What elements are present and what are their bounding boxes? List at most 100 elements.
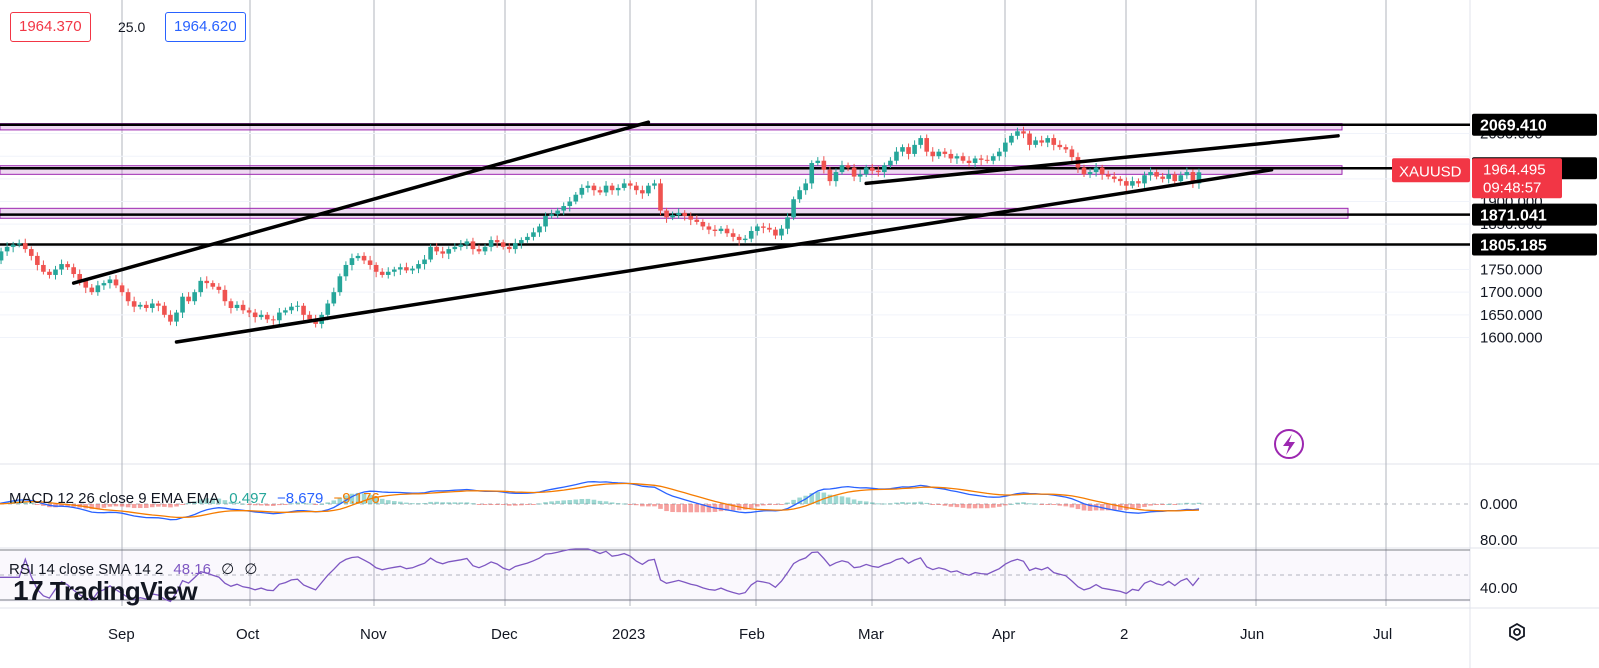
candle-body-150 (900, 147, 905, 152)
candle-body-57 (337, 276, 343, 293)
candle-body-159 (954, 156, 960, 159)
candle-body-12 (65, 264, 70, 268)
settings-icon-hex (1509, 622, 1525, 642)
macd-hist-bar-193 (1160, 504, 1165, 505)
macd-hist-bar-12 (65, 504, 70, 507)
macd-hist-bar-138 (827, 494, 833, 504)
candle-body-92 (549, 214, 554, 217)
macd-hist-bar-87 (519, 504, 524, 506)
candle-body-36 (210, 283, 216, 287)
candle-body-137 (821, 160, 827, 170)
candle-body-70 (416, 264, 421, 269)
macd-hist-bar-112 (670, 504, 675, 513)
macd-hist-bar-16 (89, 504, 95, 510)
x-tick-label-7: Apr (992, 626, 1015, 643)
macd-hist-bar-140 (839, 496, 845, 504)
candle-body-30 (174, 312, 179, 322)
macd-hist-bar-191 (1148, 504, 1153, 506)
macd-hist-bar-11 (59, 504, 64, 507)
macd-hist-bar-143 (857, 500, 863, 504)
macd-hist-bar-153 (918, 501, 923, 504)
macd-hist-bar-44 (258, 504, 264, 506)
tradingview-logo-mark: 17 (13, 575, 44, 606)
macd-hist-bar-159 (954, 504, 960, 508)
macd-hist-bar-176 (1057, 504, 1063, 506)
macd-hist-bar-5 (22, 501, 28, 504)
candle-body-165 (990, 156, 996, 161)
candle-body-45 (264, 314, 270, 320)
countdown-value: 09:48:57 (1483, 179, 1541, 196)
macd-hist-bar-108 (646, 504, 651, 507)
macd-hist-bar-66 (392, 501, 397, 504)
macd-hist-bar-94 (561, 500, 566, 504)
macd-hist-bar-60 (355, 492, 361, 504)
candle-body-109 (652, 183, 657, 186)
macd-hist-bar-185 (1111, 504, 1117, 511)
macd-hist-bar-157 (942, 504, 948, 506)
macd-hist-bar-39 (228, 501, 234, 504)
macd-hist-bar-31 (180, 504, 185, 505)
candle-body-59 (349, 258, 355, 265)
candle-body-58 (343, 264, 349, 277)
candles-group (0, 126, 1202, 329)
macd-signal-value: −9.176 (333, 490, 380, 507)
candle-body-84 (500, 242, 506, 247)
macd-hist-bar-45 (264, 504, 270, 506)
candle-body-182 (1093, 167, 1099, 173)
macd-hist-bar-24 (137, 504, 143, 509)
candle-body-184 (1105, 174, 1111, 177)
candle-body-16 (89, 287, 95, 293)
macd-hist-bar-152 (912, 502, 917, 504)
macd-hist-bar-77 (458, 502, 464, 504)
macd-line-value: −8.679 (276, 490, 324, 507)
bid-price-box[interactable]: 1964.370 (10, 12, 91, 42)
macd-hist-bar-106 (634, 504, 639, 506)
candle-body-133 (797, 190, 802, 200)
ask-price-box[interactable]: 1964.620 (165, 12, 246, 42)
candle-body-15 (83, 280, 89, 288)
macd-hist-bar-20 (113, 504, 119, 507)
candle-body-128 (767, 227, 772, 230)
macd-hist-bar-173 (1039, 504, 1044, 505)
candle-body-142 (851, 167, 857, 177)
candle-body-86 (513, 243, 518, 250)
candle-body-192 (1154, 172, 1159, 177)
macd-hist-bar-48 (283, 504, 288, 505)
candle-body-42 (246, 310, 252, 313)
macd-hist-bar-149 (894, 502, 899, 504)
macd-hist-bar-133 (797, 497, 802, 504)
candle-body-161 (966, 160, 972, 163)
macd-hist-bar-115 (688, 504, 694, 513)
macd-hist-bar-184 (1105, 504, 1111, 511)
macd-hist-bar-43 (252, 504, 258, 506)
symbol-tag-bg (1392, 158, 1470, 183)
macd-hist-bar-175 (1051, 504, 1057, 505)
macd-hist-bar-23 (131, 504, 137, 509)
candle-body-91 (543, 216, 548, 227)
macd-hist-bar-99 (591, 499, 597, 504)
y-tick-label-2: 1700.000 (1480, 284, 1543, 301)
spread-value: 25.0 (118, 19, 146, 35)
supply-zone-1 (0, 165, 1343, 175)
candle-body-101 (603, 185, 609, 193)
candle-body-149 (894, 151, 899, 161)
macd-hist-bar-118 (706, 504, 712, 513)
macd-hist-bar-198 (1190, 503, 1196, 505)
macd-hist-bar-174 (1045, 504, 1050, 505)
candle-body-77 (458, 244, 464, 247)
candle-body-103 (615, 187, 621, 191)
macd-hist-bar-104 (621, 503, 627, 505)
macd-hist-bar-70 (416, 503, 421, 505)
candle-body-52 (307, 314, 312, 320)
macd-hist-bar-148 (888, 503, 893, 505)
candle-body-60 (355, 255, 361, 259)
macd-hist-bar-63 (373, 496, 379, 504)
supply-zone-2 (0, 207, 1349, 219)
settings-icon[interactable] (1509, 622, 1525, 642)
macd-hist-bar-35 (204, 498, 210, 504)
rsi-tick-label-1: 40.00 (1480, 580, 1518, 597)
macd-hist-bar-59 (349, 493, 355, 504)
rsi-tick-label-0: 80.00 (1480, 532, 1518, 549)
candle-body-64 (379, 271, 385, 275)
